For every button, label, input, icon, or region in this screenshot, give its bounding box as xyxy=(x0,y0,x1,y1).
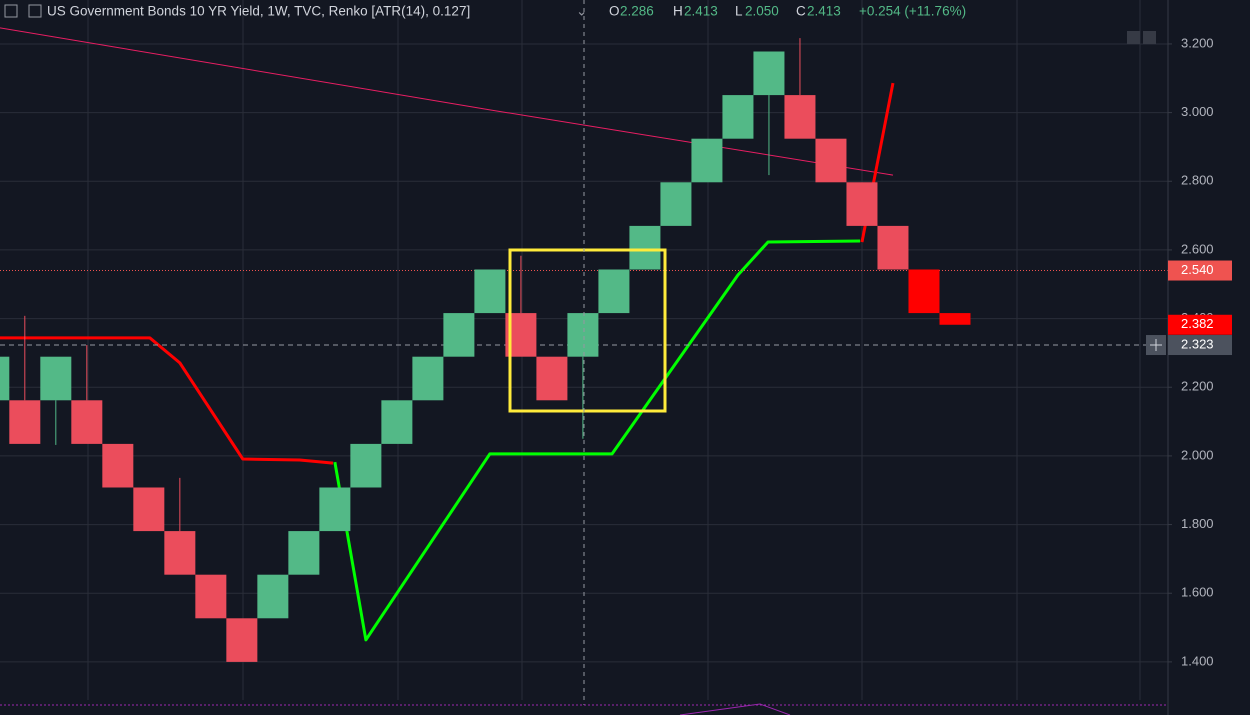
vertical-grid xyxy=(87,0,1141,700)
brick xyxy=(133,487,165,532)
brick xyxy=(412,356,444,401)
price-label-bg xyxy=(1168,314,1232,335)
expand-icon[interactable] xyxy=(4,4,18,18)
button[interactable] xyxy=(1127,31,1140,44)
y-tick-label: 2.000 xyxy=(1181,447,1214,462)
axis-labels: 1.4001.6001.8002.0002.2002.4002.6002.800… xyxy=(1146,35,1232,668)
y-tick-label: 1.800 xyxy=(1181,516,1214,531)
y-tick-label: 1.600 xyxy=(1181,585,1214,600)
dropdown[interactable]: ⌄ xyxy=(576,4,587,19)
change: +0.254 (+11.76%) xyxy=(859,4,966,19)
header: US Government Bonds 10 YR Yield, 1W, TVC… xyxy=(4,4,966,19)
brick xyxy=(257,574,289,619)
ohlc-key: H xyxy=(673,4,683,19)
ohlc-key: C xyxy=(796,4,806,19)
brick xyxy=(908,269,940,314)
ohlc-key: O xyxy=(609,4,620,19)
price-label-bg xyxy=(1168,335,1232,356)
brick xyxy=(381,400,413,444)
brick xyxy=(567,313,599,357)
crosshair-plus xyxy=(1150,339,1162,352)
ohlc-value: 2.286 xyxy=(620,4,654,19)
brick xyxy=(102,443,134,488)
brick xyxy=(722,95,754,139)
price-label: 2.540 xyxy=(1181,262,1214,277)
brick xyxy=(350,443,382,488)
brick xyxy=(164,531,196,575)
ohlc-value: 2.413 xyxy=(807,4,841,19)
brick xyxy=(691,138,723,183)
symbol-title: US Government Bonds 10 YR Yield, 1W, TVC… xyxy=(47,4,470,19)
ohlc-value: 2.050 xyxy=(745,4,779,19)
brick xyxy=(846,182,878,226)
price-axis xyxy=(1168,0,1250,715)
indicator-line xyxy=(0,27,894,176)
symbol-icon[interactable] xyxy=(28,4,42,18)
brick xyxy=(753,51,785,96)
brick xyxy=(443,313,475,357)
brick xyxy=(195,574,227,619)
ohlc-key: L xyxy=(735,4,743,19)
brick xyxy=(9,400,41,444)
brick xyxy=(40,356,72,401)
brick xyxy=(629,225,661,270)
y-tick-label: 3.200 xyxy=(1181,35,1214,50)
ohlc-value: 2.413 xyxy=(684,4,718,19)
button[interactable] xyxy=(1143,31,1156,44)
indicator-line xyxy=(333,239,861,642)
brick xyxy=(71,400,103,444)
y-tick-label: 1.400 xyxy=(1181,653,1214,668)
price-label-bg xyxy=(1168,260,1232,281)
brick xyxy=(598,269,630,314)
brick xyxy=(226,618,258,662)
price-label: 2.323 xyxy=(1181,336,1214,351)
brick xyxy=(536,356,568,401)
brick xyxy=(815,138,847,183)
brick xyxy=(0,356,10,401)
bricks xyxy=(0,38,971,662)
lower-pane-line xyxy=(679,703,791,715)
y-tick-label: 3.000 xyxy=(1181,104,1214,119)
brick xyxy=(784,95,816,139)
brick xyxy=(660,182,692,226)
highlight-box xyxy=(508,248,667,413)
price-label: 2.382 xyxy=(1181,316,1214,331)
indicator-line xyxy=(0,336,334,465)
y-tick-label: 2.600 xyxy=(1181,241,1214,256)
brick xyxy=(877,225,909,270)
y-tick-label: 2.800 xyxy=(1181,173,1214,188)
brick xyxy=(474,269,506,314)
pane-buttons[interactable] xyxy=(1127,31,1156,44)
brick xyxy=(939,313,971,325)
brick xyxy=(288,531,320,575)
y-tick-label: 2.200 xyxy=(1181,379,1214,394)
brick xyxy=(319,487,351,532)
